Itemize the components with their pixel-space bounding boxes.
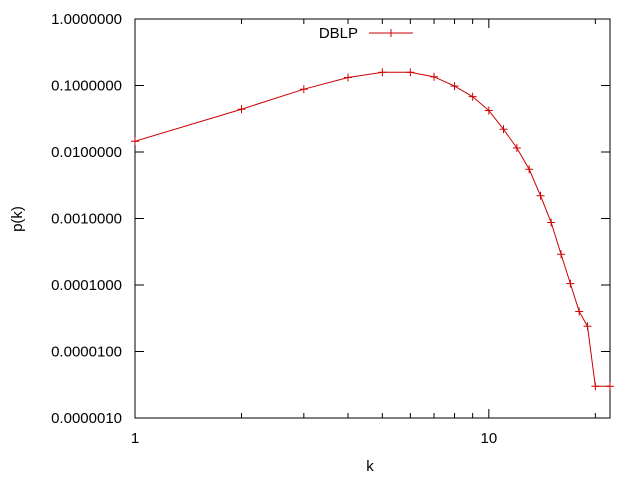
legend-label-dblp: DBLP: [319, 25, 358, 42]
y-tick-label: 0.0000010: [51, 410, 122, 427]
data-point: [468, 92, 477, 101]
axis-ticks: [134, 18, 610, 419]
data-point: [299, 85, 308, 94]
legend: DBLP: [319, 25, 413, 42]
data-point: [575, 307, 584, 316]
data-point: [557, 250, 566, 259]
y-axis-label: p(k): [9, 206, 26, 232]
y-tick-label: 0.0010000: [51, 211, 122, 228]
data-point: [344, 73, 353, 82]
data-point: [536, 191, 545, 200]
data-point: [591, 382, 600, 391]
y-tick-label: 0.0000100: [51, 344, 122, 361]
data-point: [512, 143, 521, 152]
y-tick-label: 0.0001000: [51, 277, 122, 294]
data-point: [450, 82, 459, 91]
series-layer: [131, 68, 614, 391]
data-point: [237, 105, 246, 114]
data-point: [406, 68, 415, 77]
data-point: [430, 72, 439, 81]
data-point: [525, 165, 534, 174]
data-point: [131, 137, 139, 146]
y-tick-label: 0.0100000: [51, 144, 122, 161]
plot-frame: [134, 18, 611, 419]
data-point: [484, 106, 493, 115]
data-point: [378, 68, 387, 77]
legend-marker: [387, 29, 395, 37]
data-point: [606, 382, 614, 391]
data-point: [499, 125, 508, 134]
data-point: [583, 322, 592, 331]
y-tick-label: 0.1000000: [51, 78, 122, 95]
data-point: [547, 218, 556, 227]
x-tick-label: 1: [131, 430, 139, 447]
y-tick-label: 1.0000000: [51, 11, 122, 28]
x-axis-label: k: [366, 458, 374, 475]
axis-tick-labels: 1.0000000 0.1000000 0.0100000 0.0010000 0.00…: [51, 11, 497, 447]
series-line-dblp: [135, 71, 610, 387]
x-tick-label: 10: [480, 430, 497, 447]
data-point: [566, 279, 575, 288]
